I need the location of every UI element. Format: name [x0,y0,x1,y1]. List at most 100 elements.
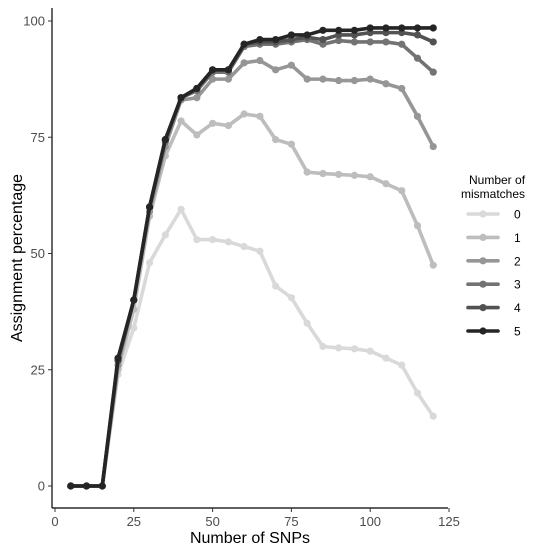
series-line [68,112,436,488]
data-point [193,235,201,244]
data-point [335,26,343,34]
data-point [382,180,390,188]
legend-label: 3 [514,278,521,292]
data-point [177,117,185,125]
data-point [303,31,311,39]
data-point [256,36,264,44]
data-point [398,361,406,369]
data-point [130,296,138,304]
data-point [224,66,232,74]
data-point [398,40,406,48]
data-point [114,354,122,362]
legend-label: 2 [514,254,521,268]
series-2 [67,56,437,490]
legend-label: 5 [514,325,521,339]
series-line [68,37,436,488]
x-tick-label: 50 [205,514,219,529]
data-point [98,482,106,490]
legend-title-line-2: mismatches [461,187,525,201]
data-point [335,344,343,352]
data-point [398,24,406,32]
data-point [413,112,422,120]
data-point [224,238,232,246]
data-point [335,170,343,179]
data-point [366,24,374,32]
data-point [193,84,201,93]
data-point [319,36,327,44]
data-point [240,59,248,67]
data-point [319,169,327,178]
data-point [287,294,295,302]
data-point [350,345,359,353]
x-ticks: 0 25 50 75 100 125 [51,508,460,529]
x-tick-label: 0 [51,514,58,529]
data-point [240,40,248,48]
axes-layer [51,8,448,509]
legend-item: 3 [466,278,521,292]
legend-key-point [479,304,487,312]
legend-item: 0 [466,208,521,222]
x-tick-label: 125 [438,514,460,529]
data-point [240,110,248,118]
y-tick-label: 75 [31,130,45,145]
legend-key-point [479,210,487,218]
data-point [350,171,359,179]
y-ticks: 0 25 50 75 100 [23,14,52,494]
x-tick-label: 75 [284,514,298,529]
data-point [319,26,327,34]
series-1 [67,110,437,490]
data-point [303,75,311,83]
data-point [429,261,437,269]
data-point [272,36,280,44]
data-point [209,75,217,83]
y-tick-label: 25 [31,362,45,377]
legend-item: 2 [466,254,521,268]
y-tick-label: 100 [23,14,45,29]
y-axis-title: Assignment percentage [9,174,26,342]
data-point [287,31,295,39]
data-point [303,319,311,327]
x-axis-title: Number of SNPs [190,530,310,547]
data-point [366,38,374,46]
data-point [130,324,138,332]
data-point [413,389,422,397]
data-point [256,56,264,65]
legend-label: 4 [514,301,521,315]
data-point [287,61,295,69]
data-point [177,205,185,213]
data-point [161,231,169,239]
series-line [68,58,436,488]
data-point [382,24,390,32]
data-point [382,38,390,46]
data-point [350,38,359,46]
data-point [224,122,232,130]
data-point [398,84,406,93]
data-point [366,173,374,181]
series-5 [67,24,437,490]
data-point [224,75,232,83]
y-tick-label: 0 [38,479,45,494]
data-point [350,26,359,34]
data-point [145,259,154,267]
data-point [335,36,343,45]
legend: Number of mismatches 0 1 2 3 4 5 [461,173,526,339]
data-point [413,31,422,39]
data-point [256,112,264,120]
data-point [366,347,374,355]
legend-label: 0 [514,208,521,222]
data-point [398,187,406,195]
data-point [413,222,422,230]
legend-key-point [479,257,487,265]
data-point [145,203,154,211]
data-point [350,76,359,85]
data-point [67,482,75,490]
data-point [429,24,437,32]
data-point [193,131,201,139]
data-point [429,38,437,46]
data-point [240,242,248,251]
data-point [82,482,91,490]
data-point [272,135,280,144]
data-point [161,135,169,144]
data-point [303,168,311,176]
